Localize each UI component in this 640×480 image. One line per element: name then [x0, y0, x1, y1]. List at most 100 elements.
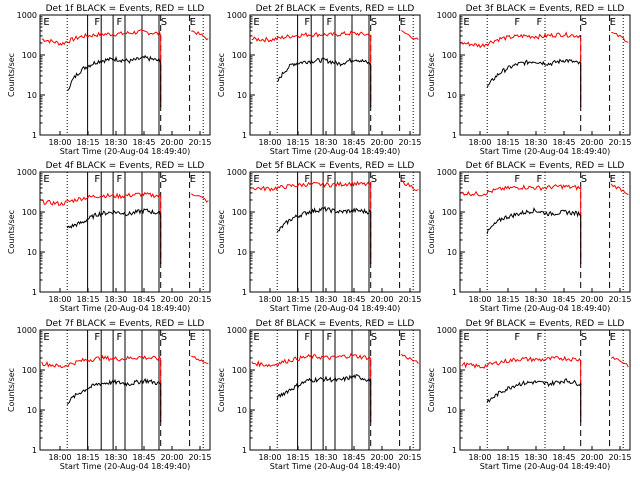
y-tick-label: 10: [237, 248, 247, 257]
x-tick-label: 20:00: [370, 295, 393, 304]
series-line-lld: [41, 191, 162, 264]
x-tick-label: 20:15: [398, 453, 421, 462]
y-axis-label: Counts/sec: [7, 368, 16, 412]
x-tick-label: 18:00: [48, 138, 71, 147]
y-axis-label: Counts/sec: [427, 53, 436, 97]
y-tick-label: 1000: [227, 168, 247, 177]
series-line-events: [277, 57, 372, 107]
y-axis-label: Counts/sec: [217, 368, 226, 412]
x-tick-label: 20:00: [370, 453, 393, 462]
marker-letter: E: [43, 174, 49, 185]
x-axis-label: Start Time (20-Aug-04 18:49:40): [60, 304, 191, 313]
marker-letter: F: [94, 332, 100, 343]
marker-letter: F: [514, 332, 520, 343]
marker-letter: E: [610, 174, 616, 185]
marker-letter: F: [537, 332, 543, 343]
marker-letter: F: [514, 174, 520, 185]
x-tick-label: 20:15: [398, 295, 421, 304]
marker-letter: E: [463, 174, 469, 185]
series-line-lld-tail: [400, 353, 419, 364]
series-line-lld: [461, 355, 582, 422]
x-tick-label: 18:00: [258, 295, 281, 304]
y-tick-label: 10: [27, 91, 37, 100]
x-tick-label: 18:00: [258, 138, 281, 147]
x-tick-label: 18:00: [468, 295, 491, 304]
x-tick-label: 18:15: [286, 453, 309, 462]
series-line-events: [66, 377, 162, 422]
marker-letter: F: [117, 17, 123, 28]
series-line-lld: [41, 29, 162, 107]
x-tick-label: 18:30: [524, 295, 547, 304]
x-tick-label: 20:00: [160, 138, 183, 147]
marker-letter: E: [463, 332, 469, 343]
chart-panel-8: Det 8f BLACK = Events, RED = LLD 1 10 100 10…: [217, 319, 422, 471]
marker-letter: E: [610, 332, 616, 343]
y-tick-label: 100: [442, 208, 457, 217]
series-line-lld-tail: [191, 193, 209, 203]
x-tick-label: 20:00: [160, 453, 183, 462]
y-tick-label: 100: [22, 51, 37, 60]
x-tick-label: 18:30: [104, 138, 127, 147]
marker-letter: E: [400, 332, 406, 343]
x-tick-label: 18:15: [496, 453, 519, 462]
x-axis-label: Start Time (20-Aug-04 18:49:40): [270, 462, 401, 471]
x-axis-label: Start Time (20-Aug-04 18:49:40): [270, 147, 401, 156]
x-tick-label: 18:15: [76, 138, 99, 147]
y-tick-label: 100: [232, 51, 247, 60]
x-tick-label: 18:45: [552, 295, 575, 304]
series-line-lld: [251, 352, 372, 422]
x-tick-label: 18:45: [132, 453, 155, 462]
marker-letter: S: [161, 332, 167, 343]
marker-letter: F: [327, 332, 333, 343]
series-line-lld: [461, 184, 582, 264]
marker-letter: S: [371, 174, 377, 185]
series-line-events: [486, 58, 582, 107]
marker-letter: S: [371, 17, 377, 28]
chart-title: Det 8f BLACK = Events, RED = LLD: [256, 319, 415, 329]
x-axis-label: Start Time (20-Aug-04 18:49:40): [60, 147, 191, 156]
x-tick-label: 18:00: [48, 295, 71, 304]
series-line-events: [276, 205, 372, 264]
marker-letter: E: [253, 17, 259, 28]
y-tick-label: 1000: [17, 11, 37, 20]
x-tick-label: 20:00: [370, 138, 393, 147]
y-tick-label: 1000: [17, 326, 37, 335]
y-tick-label: 10: [237, 91, 247, 100]
marker-letter: F: [117, 332, 123, 343]
marker-letter: F: [537, 17, 543, 28]
marker-letter: E: [253, 174, 259, 185]
x-tick-label: 18:00: [468, 138, 491, 147]
marker-letter: F: [327, 174, 333, 185]
x-tick-label: 18:45: [132, 295, 155, 304]
y-tick-label: 100: [442, 51, 457, 60]
series-line-events: [66, 208, 162, 264]
chart-title: Det 3f BLACK = Events, RED = LLD: [466, 4, 625, 14]
series-line-events: [276, 374, 372, 422]
x-tick-label: 20:15: [188, 295, 211, 304]
x-tick-label: 18:00: [48, 453, 71, 462]
series-line-lld-tail: [401, 180, 419, 192]
marker-letter: E: [463, 17, 469, 28]
y-tick-label: 1: [452, 446, 457, 455]
series-line-lld-tail: [611, 32, 629, 43]
marker-letter: F: [117, 174, 123, 185]
x-tick-label: 20:00: [580, 453, 603, 462]
x-tick-label: 18:00: [258, 453, 281, 462]
x-tick-label: 20:15: [608, 138, 631, 147]
series-line-lld: [461, 31, 582, 107]
y-tick-label: 1: [452, 288, 457, 297]
series-line-lld-tail: [401, 30, 419, 40]
y-tick-label: 1000: [437, 168, 457, 177]
marker-letter: F: [304, 17, 310, 28]
chart-panel-5: Det 5f BLACK = Events, RED = LLD 1 10 100 10…: [217, 161, 422, 313]
chart-title: Det 6f BLACK = Events, RED = LLD: [466, 161, 625, 171]
x-tick-label: 20:00: [580, 295, 603, 304]
y-tick-label: 10: [447, 406, 457, 415]
y-tick-label: 100: [22, 366, 37, 375]
x-tick-label: 18:15: [286, 295, 309, 304]
marker-letter: F: [537, 174, 543, 185]
y-tick-label: 100: [232, 366, 247, 375]
marker-letter: E: [190, 17, 196, 28]
y-axis-label: Counts/sec: [7, 210, 16, 254]
